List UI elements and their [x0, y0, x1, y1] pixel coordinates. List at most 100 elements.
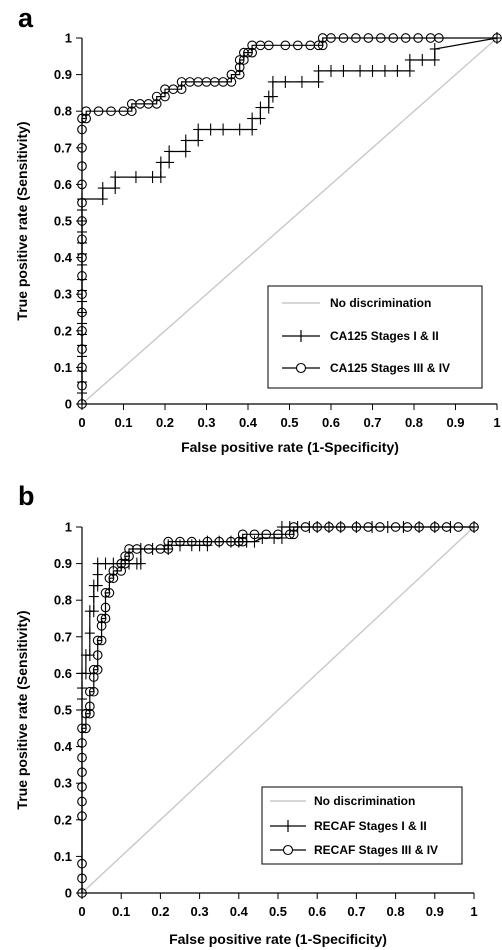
panel-b-point-recaf-stages-iii-iv: [96, 613, 107, 624]
panel-a-y-tick-label: 0.2: [54, 323, 72, 338]
panel-a-y-tick-label: 0.5: [54, 214, 72, 229]
panel-a-point-ca125-stages-iii-iv: [388, 33, 399, 43]
panel-b-point-recaf-stages-iii-iv: [402, 522, 413, 532]
panel-b-y-tick-label: 0.7: [54, 629, 72, 644]
panel-a-point-ca125-stages-iii-iv: [126, 106, 137, 117]
panel-a-point-ca125-stages-iii-iv: [492, 33, 502, 43]
panel-a-point-ca125-stages-iii-iv: [313, 40, 324, 51]
panel-a-x-tick-label: 0.1: [114, 415, 132, 430]
panel-b-point-recaf-stages-i-ii: [92, 579, 103, 592]
legend-label-ca125-stages-3-4: CA125 Stages III & IV: [330, 361, 450, 375]
panel-a-point-ca125-stages-i-ii: [155, 171, 166, 184]
panel-b-point-recaf-stages-iii-iv: [96, 620, 107, 631]
panel-a-point-ca125-stages-iii-iv: [434, 33, 444, 43]
panel-b-y-tick-label: 0.4: [54, 739, 73, 754]
panel-a-point-ca125-stages-i-ii: [218, 123, 229, 136]
panel-b-point-recaf-stages-i-ii: [249, 535, 260, 548]
panel-a-legend: No discrimination CA125 Stages I & II CA…: [267, 285, 483, 389]
panel-b-point-recaf-stages-iii-iv: [441, 522, 452, 532]
panel-b-point-recaf-stages-i-ii: [77, 682, 87, 695]
panel-a-legend-entry-3: CA125 Stages III & IV: [282, 361, 450, 375]
panel-b-x-tick-label: 1: [470, 904, 477, 919]
panel-b-point-recaf-stages-iii-iv: [233, 536, 244, 547]
panel-b-series-recaf-stages-iii-iv: [77, 522, 479, 898]
panel-b-point-recaf-stages-iii-iv: [124, 544, 134, 554]
panel-b-point-recaf-stages-iii-iv: [237, 529, 248, 540]
panel-b-point-recaf-stages-iii-iv: [92, 650, 103, 660]
panel-b-point-recaf-stages-iii-iv: [77, 796, 87, 807]
panel-b-x-tick-label: 0.4: [230, 904, 249, 919]
panel-a-point-ca125-stages-i-ii: [404, 64, 415, 77]
panel-a-point-ca125-stages-i-ii: [404, 53, 415, 66]
panel-b-point-recaf-stages-iii-iv: [163, 544, 174, 554]
panel-b-letter: b: [18, 481, 35, 511]
panel-b: b 00.10.20.30.40.50.60.70.80.91 0 0.1 0.2 0…: [14, 481, 479, 947]
panel-b-point-recaf-stages-iii-iv: [288, 529, 299, 540]
panel-b-x-axis-title: False positive rate (1-Specificity): [169, 931, 387, 947]
legend-circle-marker: [295, 362, 307, 374]
panel-b-point-recaf-stages-iii-iv: [351, 522, 362, 532]
panel-b-point-recaf-stages-iii-iv: [288, 522, 299, 532]
panel-a-x-tick-label: 0.3: [197, 415, 215, 430]
panel-b-point-recaf-stages-iii-iv: [84, 701, 95, 712]
panel-a-point-ca125-stages-i-ii: [429, 42, 440, 55]
panel-b-series-no-discrimination: [81, 526, 475, 894]
panel-a-y-ticks: 0 0.1 0.2 0.3 0.4 0.5 0.6 0.7 0.8 0.9 1: [54, 31, 82, 412]
panel-b-x-tick-label: 0.6: [308, 904, 326, 919]
panel-a-diagonal-layer: [81, 37, 498, 405]
panel-b-point-recaf-stages-i-ii: [88, 590, 99, 603]
panel-b-x-tick-label: 0.1: [112, 904, 130, 919]
panel-a-point-ca125-stages-iii-iv: [317, 40, 328, 51]
panel-b-y-tick-label: 0.6: [54, 666, 72, 681]
panel-a-x-tick-label: 0.8: [405, 415, 423, 430]
panel-a-y-tick-label: 0.7: [54, 140, 72, 155]
panel-b-point-recaf-stages-iii-iv: [120, 551, 130, 562]
panel-a-y-tick-label: 0.4: [54, 250, 73, 265]
panel-a: a 00.10.20.30.40.50.60.70.80.91 0 0.1 0.2 0…: [14, 3, 502, 455]
panel-b-point-recaf-stages-iii-iv: [226, 536, 236, 547]
panel-a-point-ca125-stages-iii-iv: [292, 40, 303, 51]
panel-a-point-ca125-stages-i-ii: [164, 145, 175, 158]
panel-a-x-tick-label: 0: [78, 415, 85, 430]
panel-a-x-tick-label: 0.6: [322, 415, 340, 430]
panel-a-point-ca125-stages-iii-iv: [77, 271, 87, 281]
panel-a-point-ca125-stages-i-ii: [355, 64, 366, 77]
legend-label-ca125-stages-1-2: CA125 Stages I & II: [330, 329, 439, 343]
panel-a-point-ca125-stages-i-ii: [379, 64, 390, 77]
panel-a-point-ca125-stages-i-ii: [234, 123, 245, 136]
panel-a-point-ca125-stages-i-ii: [180, 134, 191, 147]
panel-b-legend-entry-1: No discrimination: [270, 794, 415, 808]
panel-b-y-tick-label: 1: [65, 520, 72, 535]
panel-b-point-recaf-stages-iii-iv: [390, 522, 401, 532]
panel-a-point-ca125-stages-iii-iv: [375, 33, 386, 43]
panel-b-x-tick-label: 0.8: [387, 904, 405, 919]
panel-b-point-recaf-stages-iii-iv: [77, 752, 87, 763]
panel-b-x-tick-label: 0.2: [151, 904, 169, 919]
panel-a-point-ca125-stages-i-ii: [267, 90, 278, 103]
panel-b-y-tick-label: 0.8: [54, 593, 72, 608]
panel-a-point-ca125-stages-i-ii: [280, 75, 291, 88]
panel-a-point-ca125-stages-iii-iv: [77, 124, 87, 135]
panel-a-point-ca125-stages-iii-iv: [400, 33, 411, 43]
panel-a-point-ca125-stages-i-ii: [130, 171, 141, 184]
panel-a-line-ca125-stages-iii-iv: [81, 37, 497, 404]
panel-b-point-recaf-stages-iii-iv: [429, 522, 440, 532]
panel-a-point-ca125-stages-iii-iv: [338, 33, 349, 43]
panel-b-point-recaf-stages-i-ii: [135, 557, 146, 570]
panel-b-curves-layer: [77, 521, 479, 899]
panel-a-y-tick-label: 1: [65, 31, 72, 46]
panel-b-point-recaf-stages-iii-iv: [88, 672, 99, 682]
panel-a-point-ca125-stages-iii-iv: [363, 33, 374, 43]
panel-a-point-ca125-stages-i-ii: [429, 53, 440, 66]
legend-label-no-discrimination: No discrimination: [330, 296, 431, 310]
panel-b-x-tick-label: 0.9: [426, 904, 444, 919]
panel-a-point-ca125-stages-i-ii: [296, 75, 307, 88]
panel-b-point-recaf-stages-iii-iv: [116, 566, 127, 576]
panel-b-point-recaf-stages-iii-iv: [77, 738, 87, 748]
panel-a-series-no-discrimination: [81, 37, 498, 405]
panel-a-y-axis-title: True positive rate (Sensitivity): [14, 121, 30, 320]
panel-b-x-tick-label: 0.7: [347, 904, 365, 919]
panel-b-point-recaf-stages-iii-iv: [163, 536, 174, 547]
panel-b-y-tick-label: 0.2: [54, 812, 72, 827]
panel-a-point-ca125-stages-iii-iv: [413, 33, 424, 43]
